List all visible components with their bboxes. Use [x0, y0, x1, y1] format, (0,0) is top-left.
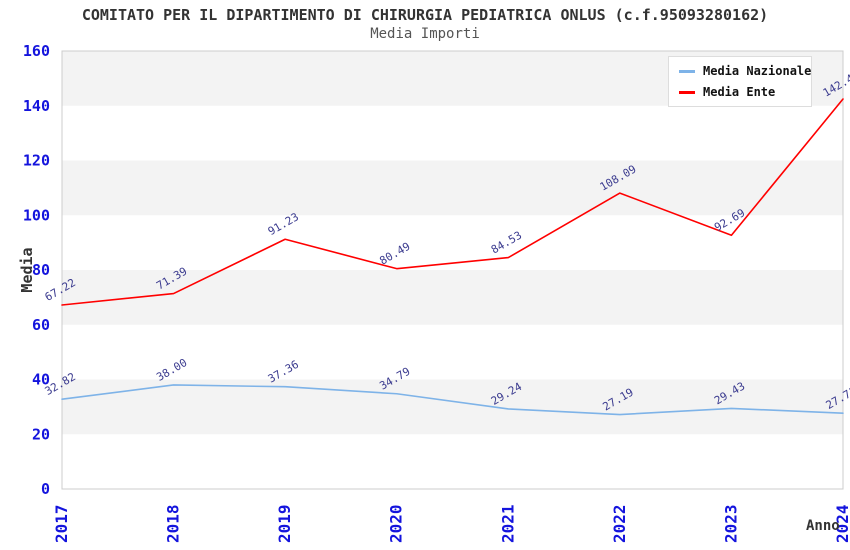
- y-tick-label: 60: [32, 316, 50, 334]
- legend-item-media-ente: Media Ente: [679, 85, 801, 99]
- data-label: 80.49: [377, 240, 412, 268]
- legend-label: Media Nazionale: [703, 64, 812, 78]
- x-tick-label: 2024: [833, 504, 850, 543]
- media-nazionale-swatch-icon: [679, 69, 695, 73]
- y-tick-label: 0: [41, 480, 50, 498]
- x-tick-label: 2022: [610, 504, 629, 543]
- grid-band: [62, 270, 843, 325]
- media-ente-swatch-icon: [679, 90, 695, 94]
- x-axis-title: Anno: [806, 518, 840, 534]
- x-tick-label: 2023: [721, 504, 740, 543]
- x-tick-label: 2021: [498, 504, 517, 543]
- y-tick-label: 40: [32, 371, 50, 389]
- x-tick-label: 2020: [387, 504, 406, 543]
- y-tick-label: 160: [23, 42, 50, 60]
- x-tick-label: 2017: [52, 504, 71, 543]
- legend-label: Media Ente: [703, 85, 776, 99]
- x-tick-label: 2018: [164, 504, 183, 543]
- media-nazionale-line: [61, 384, 844, 416]
- y-tick-label: 140: [23, 97, 50, 115]
- legend-item-media-nazionale: Media Nazionale: [679, 64, 811, 78]
- chart-legend: Media Nazionale Media Ente: [668, 56, 812, 107]
- grid-band: [62, 379, 843, 435]
- chart-title: COMITATO PER IL DIPARTIMENTO DI CHIRURGI…: [81, 6, 769, 24]
- y-tick-label: 120: [23, 152, 50, 170]
- chart-subtitle: Media Importi: [370, 26, 480, 42]
- x-tick-label: 2019: [275, 504, 294, 543]
- y-axis-title: Media: [18, 247, 36, 293]
- grid-band: [62, 160, 843, 216]
- plot-border: [61, 50, 844, 490]
- media-ente-line: [61, 98, 844, 306]
- y-tick-label: 100: [23, 206, 50, 224]
- y-tick-label: 20: [32, 425, 50, 443]
- y-tick-label: 80: [32, 261, 50, 279]
